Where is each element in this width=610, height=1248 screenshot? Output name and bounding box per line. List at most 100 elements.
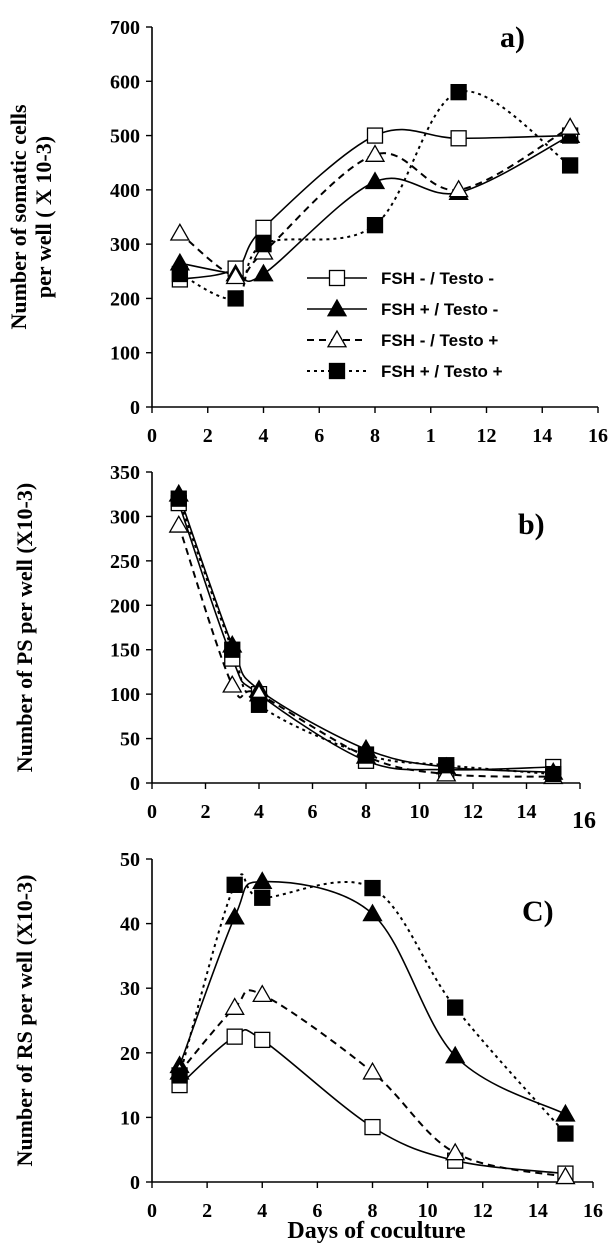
data-point-triangle-filled bbox=[224, 906, 245, 925]
data-point-square-open bbox=[328, 269, 346, 287]
legend-entry-1: FSH - / Testo - bbox=[381, 269, 494, 288]
series-line-3 bbox=[177, 524, 554, 778]
data-point-square-filled bbox=[226, 876, 243, 893]
chart-panel-1: 0 100 200 300 400 500 600 700 0 2 4 6 8 1 12 14 16 a) Numb… bbox=[6, 17, 608, 447]
y-axis-label: Number of somatic cells bbox=[6, 104, 31, 329]
data-point-square-filled bbox=[447, 999, 464, 1016]
data-point-triangle-filled bbox=[252, 871, 273, 890]
chart-panel-2: 0 50 100 150 200 250 300 350 0 2 4 6 8 10 12 14 16 b) Numb… bbox=[12, 462, 596, 834]
legend-entry-2: FSH + / Testo - bbox=[381, 300, 498, 319]
data-point-square-open bbox=[450, 130, 467, 147]
x-tick-label: 4 bbox=[254, 801, 264, 823]
data-point-triangle-filled bbox=[445, 1045, 466, 1064]
data-point-square-filled bbox=[170, 490, 187, 507]
y-tick-label: 150 bbox=[110, 640, 140, 662]
y-tick-label: 50 bbox=[120, 729, 140, 751]
data-point-square-filled bbox=[450, 83, 467, 101]
y-tick-label: 0 bbox=[130, 1172, 140, 1194]
x-tick-label: 10 bbox=[410, 801, 430, 823]
panel-label: a) bbox=[500, 21, 525, 54]
series-line-2 bbox=[178, 880, 566, 1115]
legend-entry-3: FSH - / Testo + bbox=[381, 331, 498, 350]
y-tick-label: 400 bbox=[110, 180, 140, 202]
x-tick-label: 6 bbox=[308, 801, 318, 823]
y-tick-label: 200 bbox=[110, 595, 140, 617]
y-tick-label: 50 bbox=[120, 849, 140, 871]
data-point-square-filled bbox=[366, 216, 384, 234]
x-tick-label: 0 bbox=[147, 425, 157, 447]
data-point-square-open bbox=[254, 1031, 271, 1049]
data-point-triangle-open bbox=[555, 1166, 576, 1185]
y-tick-label: 10 bbox=[120, 1107, 140, 1129]
data-point-triangle-filled bbox=[555, 1103, 576, 1122]
data-point-triangle-open bbox=[362, 1061, 383, 1080]
data-point-square-filled bbox=[227, 290, 244, 307]
data-point-triangle-open bbox=[252, 984, 273, 1003]
x-tick-label: 2 bbox=[202, 1200, 212, 1222]
chart-panel-3: 0 10 20 30 40 50 0 2 4 6 8 10 12 14 16 C) Number of RS p… bbox=[12, 849, 603, 1244]
panel-label: C) bbox=[522, 895, 554, 928]
data-point-triangle-open bbox=[222, 674, 243, 693]
data-point-square-filled bbox=[545, 765, 562, 783]
data-point-square-filled bbox=[364, 879, 381, 897]
series-line-3 bbox=[178, 989, 566, 1178]
y-axis-label: per well ( X 10-3) bbox=[31, 136, 56, 298]
data-point-square-filled bbox=[561, 157, 579, 174]
data-point-square-filled bbox=[255, 235, 272, 253]
x-tick-label: 1 bbox=[426, 425, 436, 447]
x-tick-label: 14 bbox=[528, 1200, 548, 1222]
data-point-square-filled bbox=[357, 746, 375, 763]
panel-label: b) bbox=[518, 508, 545, 541]
x-tick-label: 4 bbox=[257, 1200, 267, 1222]
x-tick-label: 12 bbox=[463, 801, 483, 823]
x-tick-label: 16 bbox=[572, 808, 596, 834]
series-line-1 bbox=[179, 1029, 566, 1175]
x-tick-label: 8 bbox=[368, 1200, 378, 1222]
y-tick-label: 600 bbox=[110, 71, 140, 93]
data-point-triangle-open bbox=[560, 117, 581, 135]
data-point-square-filled bbox=[250, 696, 268, 713]
data-point-triangle-open bbox=[448, 179, 469, 198]
data-point-triangle-filled bbox=[253, 263, 274, 282]
x-tick-label: 0 bbox=[147, 801, 157, 823]
x-tick-label: 16 bbox=[588, 425, 608, 447]
data-point-triangle-filled bbox=[326, 298, 348, 317]
x-tick-label: 8 bbox=[370, 425, 380, 447]
y-tick-label: 0 bbox=[130, 397, 140, 419]
data-point-square-filled bbox=[438, 757, 455, 774]
data-point-triangle-open bbox=[225, 266, 246, 285]
y-axis-label: Number of RS per well (X10-3) bbox=[12, 875, 37, 1167]
x-tick-label: 16 bbox=[583, 1200, 603, 1222]
x-tick-label: 2 bbox=[203, 425, 213, 447]
series-line-4 bbox=[179, 90, 571, 301]
series-line-4 bbox=[177, 498, 554, 776]
y-tick-label: 20 bbox=[120, 1043, 140, 1065]
y-tick-label: 700 bbox=[110, 17, 140, 39]
data-point-square-filled bbox=[328, 362, 346, 380]
y-tick-label: 500 bbox=[110, 126, 140, 148]
x-tick-label: 10 bbox=[418, 1200, 438, 1222]
y-tick-label: 100 bbox=[110, 343, 140, 365]
y-tick-label: 300 bbox=[110, 234, 140, 256]
data-point-triangle-open bbox=[445, 1142, 466, 1161]
data-point-square-filled bbox=[224, 641, 241, 658]
y-tick-label: 40 bbox=[120, 914, 140, 936]
y-tick-label: 200 bbox=[110, 288, 140, 310]
series-line-1 bbox=[178, 502, 554, 771]
x-tick-label: 0 bbox=[147, 1200, 157, 1222]
x-axis-label: Days of coculture bbox=[287, 1218, 466, 1244]
data-point-square-open bbox=[226, 1028, 243, 1045]
data-point-square-filled bbox=[171, 265, 189, 283]
x-tick-label: 6 bbox=[314, 425, 324, 447]
x-tick-label: 14 bbox=[517, 801, 537, 823]
y-tick-label: 300 bbox=[110, 506, 140, 528]
data-point-triangle-filled bbox=[362, 903, 383, 922]
y-tick-label: 350 bbox=[110, 462, 140, 484]
y-tick-label: 0 bbox=[130, 773, 140, 795]
y-tick-label: 30 bbox=[120, 978, 140, 1000]
data-point-square-filled bbox=[557, 1125, 574, 1142]
y-axis-label: Number of PS per well (X10-3) bbox=[12, 483, 37, 772]
y-tick-label: 100 bbox=[110, 684, 140, 706]
data-point-triangle-open bbox=[169, 222, 190, 241]
